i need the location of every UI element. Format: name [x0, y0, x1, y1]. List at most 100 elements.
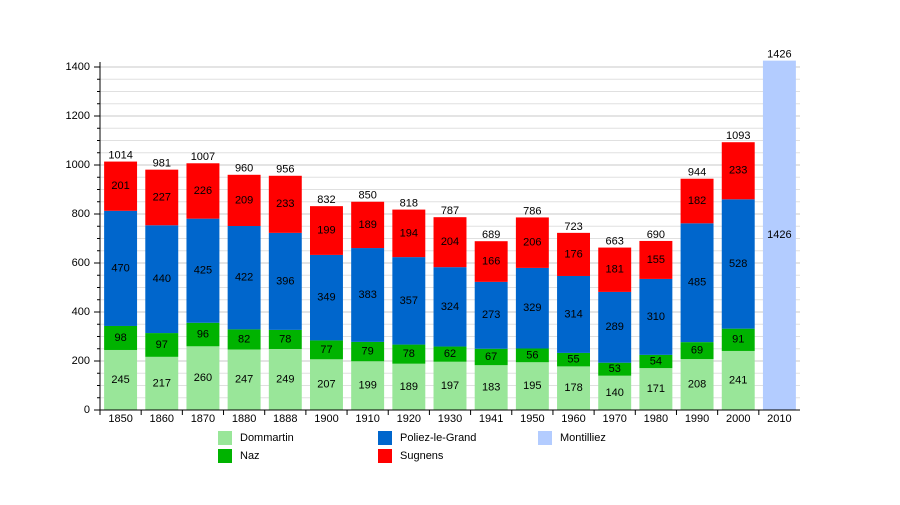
bar-segment: [268, 175, 302, 233]
legend-label: Sugnens: [400, 450, 444, 462]
total-label: 690: [647, 229, 665, 241]
segment-label: 98: [114, 332, 126, 344]
bar-segment: [268, 232, 302, 330]
bar-segment: [721, 142, 755, 200]
bar-segment: [351, 341, 385, 362]
y-tick-label: 600: [72, 257, 90, 269]
segment-label: 69: [691, 344, 703, 356]
bar-segment: [186, 346, 220, 410]
segment-label: 166: [482, 255, 500, 267]
bar-segment: [351, 361, 385, 410]
segment-label: 55: [567, 354, 579, 366]
bar-segment: [515, 267, 549, 349]
bar-segment: [310, 254, 343, 341]
segment-label: 349: [317, 292, 335, 304]
bar-segment: [392, 257, 426, 345]
segment-label: 528: [729, 258, 747, 270]
segment-label: 233: [276, 198, 294, 210]
segment-label: 217: [153, 377, 171, 389]
segment-label: 383: [358, 289, 376, 301]
segment-label: 204: [441, 236, 459, 248]
bar-segment: [310, 340, 343, 360]
x-tick-label: 1930: [438, 413, 462, 425]
segment-label: 273: [482, 309, 500, 321]
segment-label: 199: [317, 224, 335, 236]
bar-segment: [227, 329, 261, 350]
segment-label: 233: [729, 165, 747, 177]
bar-segment: [351, 248, 385, 342]
segment-label: 97: [156, 339, 168, 351]
segment-label: 247: [235, 374, 253, 386]
y-tick-label: 1400: [66, 61, 90, 73]
segment-label: 357: [400, 295, 418, 307]
x-tick-label: 1910: [355, 413, 379, 425]
segment-label: 62: [444, 348, 456, 360]
bar-segment: [598, 362, 632, 376]
legend-swatch: [218, 431, 232, 445]
legend-label: Poliez-le-Grand: [400, 432, 476, 444]
bar-segment: [392, 363, 426, 410]
total-label: 723: [564, 221, 582, 233]
x-tick-label: 1941: [479, 413, 503, 425]
bar-segment: [433, 267, 467, 347]
bar-segment: [639, 240, 673, 279]
bar-segment: [762, 60, 796, 410]
total-label: 689: [482, 229, 500, 241]
bar-segment: [186, 163, 220, 219]
legend-label: Naz: [240, 450, 260, 462]
bar-segment: [392, 344, 426, 364]
total-label: 1007: [191, 151, 215, 163]
segment-label: 289: [606, 321, 624, 333]
x-tick-label: 1870: [191, 413, 215, 425]
y-tick-label: 200: [72, 355, 90, 367]
segment-label: 226: [194, 185, 212, 197]
bar-segment: [227, 174, 261, 227]
segment-label: 79: [362, 345, 374, 357]
total-label: 787: [441, 205, 459, 217]
x-tick-label: 1960: [561, 413, 585, 425]
x-tick-label: 1950: [520, 413, 544, 425]
segment-label: 171: [647, 383, 665, 395]
x-tick-label: 1900: [314, 413, 338, 425]
bar-segment: [680, 342, 714, 360]
bar-segment: [721, 350, 755, 410]
bar-segment: [227, 226, 261, 330]
y-tick-label: 1000: [66, 159, 90, 171]
bar-segment: [680, 359, 714, 410]
segment-label: 189: [358, 219, 376, 231]
segment-label: 176: [564, 248, 582, 260]
total-label: 944: [688, 167, 706, 179]
bar-segment: [557, 366, 590, 410]
total-label: 786: [523, 205, 541, 217]
bar-segment: [515, 217, 549, 268]
bar-segment: [639, 354, 673, 369]
segment-label: 206: [523, 237, 541, 249]
segment-label: 194: [400, 227, 418, 239]
x-tick-label: 1888: [273, 413, 297, 425]
segment-label: 260: [194, 372, 212, 384]
bar-segment: [680, 178, 714, 224]
segment-label: 324: [441, 301, 459, 313]
segment-label: 78: [279, 333, 291, 345]
bar-segment: [680, 223, 714, 343]
x-tick-label: 1860: [150, 413, 174, 425]
total-label: 818: [400, 197, 418, 209]
segment-label: 329: [523, 302, 541, 314]
legend-swatch: [538, 431, 552, 445]
segment-label: 207: [317, 379, 335, 391]
bar-segment: [104, 325, 138, 350]
segment-label: 227: [153, 191, 171, 203]
total-label: 981: [153, 158, 171, 170]
x-tick-label: 1880: [232, 413, 256, 425]
bar-segment: [721, 199, 755, 329]
segment-label: 310: [647, 311, 665, 323]
bar-segment: [351, 201, 385, 249]
bar-segment: [145, 356, 179, 410]
bar-segment: [474, 241, 508, 282]
x-tick-label: 2000: [726, 413, 750, 425]
bar-segment: [721, 328, 755, 351]
segment-label: 82: [238, 333, 250, 345]
segment-label: 140: [606, 387, 624, 399]
bar-segment: [598, 291, 632, 363]
